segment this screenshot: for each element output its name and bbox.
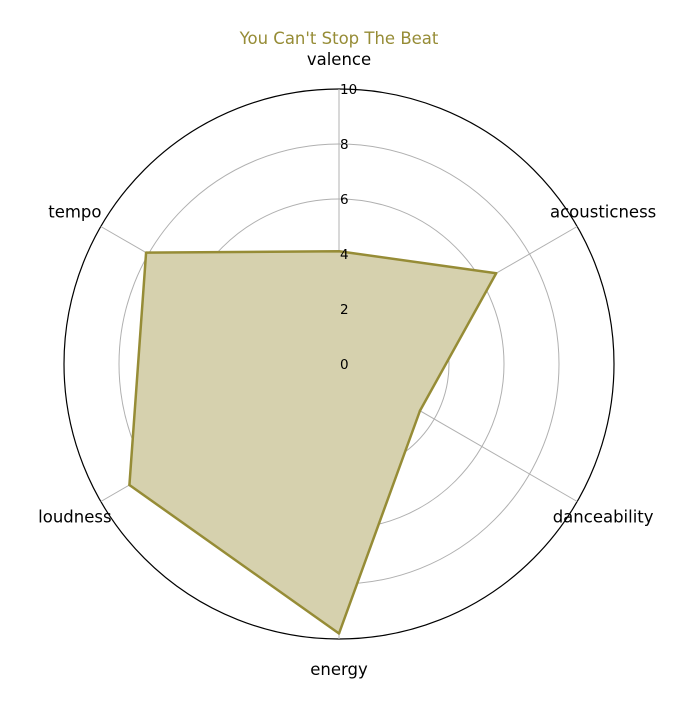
data-point-acousticness	[494, 272, 498, 275]
series-area	[128, 250, 498, 635]
axis-label-energy: energy	[310, 660, 368, 679]
tick-label-10: 10	[340, 82, 357, 98]
axis-label-danceability: danceability	[553, 508, 654, 527]
data-point-danceability	[418, 409, 422, 412]
chart-title: You Can't Stop The Beat	[239, 29, 439, 48]
axis-label-valence: valence	[307, 50, 371, 69]
tick-label-0: 0	[340, 357, 349, 373]
axis-label-acousticness: acousticness	[550, 203, 656, 222]
radar-series	[128, 250, 498, 635]
data-point-valence	[337, 250, 341, 253]
data-point-tempo	[144, 251, 148, 254]
axis-label-loudness: loudness	[38, 508, 111, 527]
tick-label-4: 4	[340, 247, 349, 263]
tick-label-2: 2	[340, 302, 349, 318]
axis-label-tempo: tempo	[48, 203, 101, 222]
tick-label-8: 8	[340, 137, 349, 153]
axis-labels: valence acousticness danceability energy lou…	[38, 50, 656, 679]
tick-label-6: 6	[340, 192, 349, 208]
data-point-loudness	[128, 483, 131, 487]
radial-tick-labels: 0 2 4 6 8 10	[340, 82, 357, 373]
data-point-energy	[337, 632, 341, 635]
